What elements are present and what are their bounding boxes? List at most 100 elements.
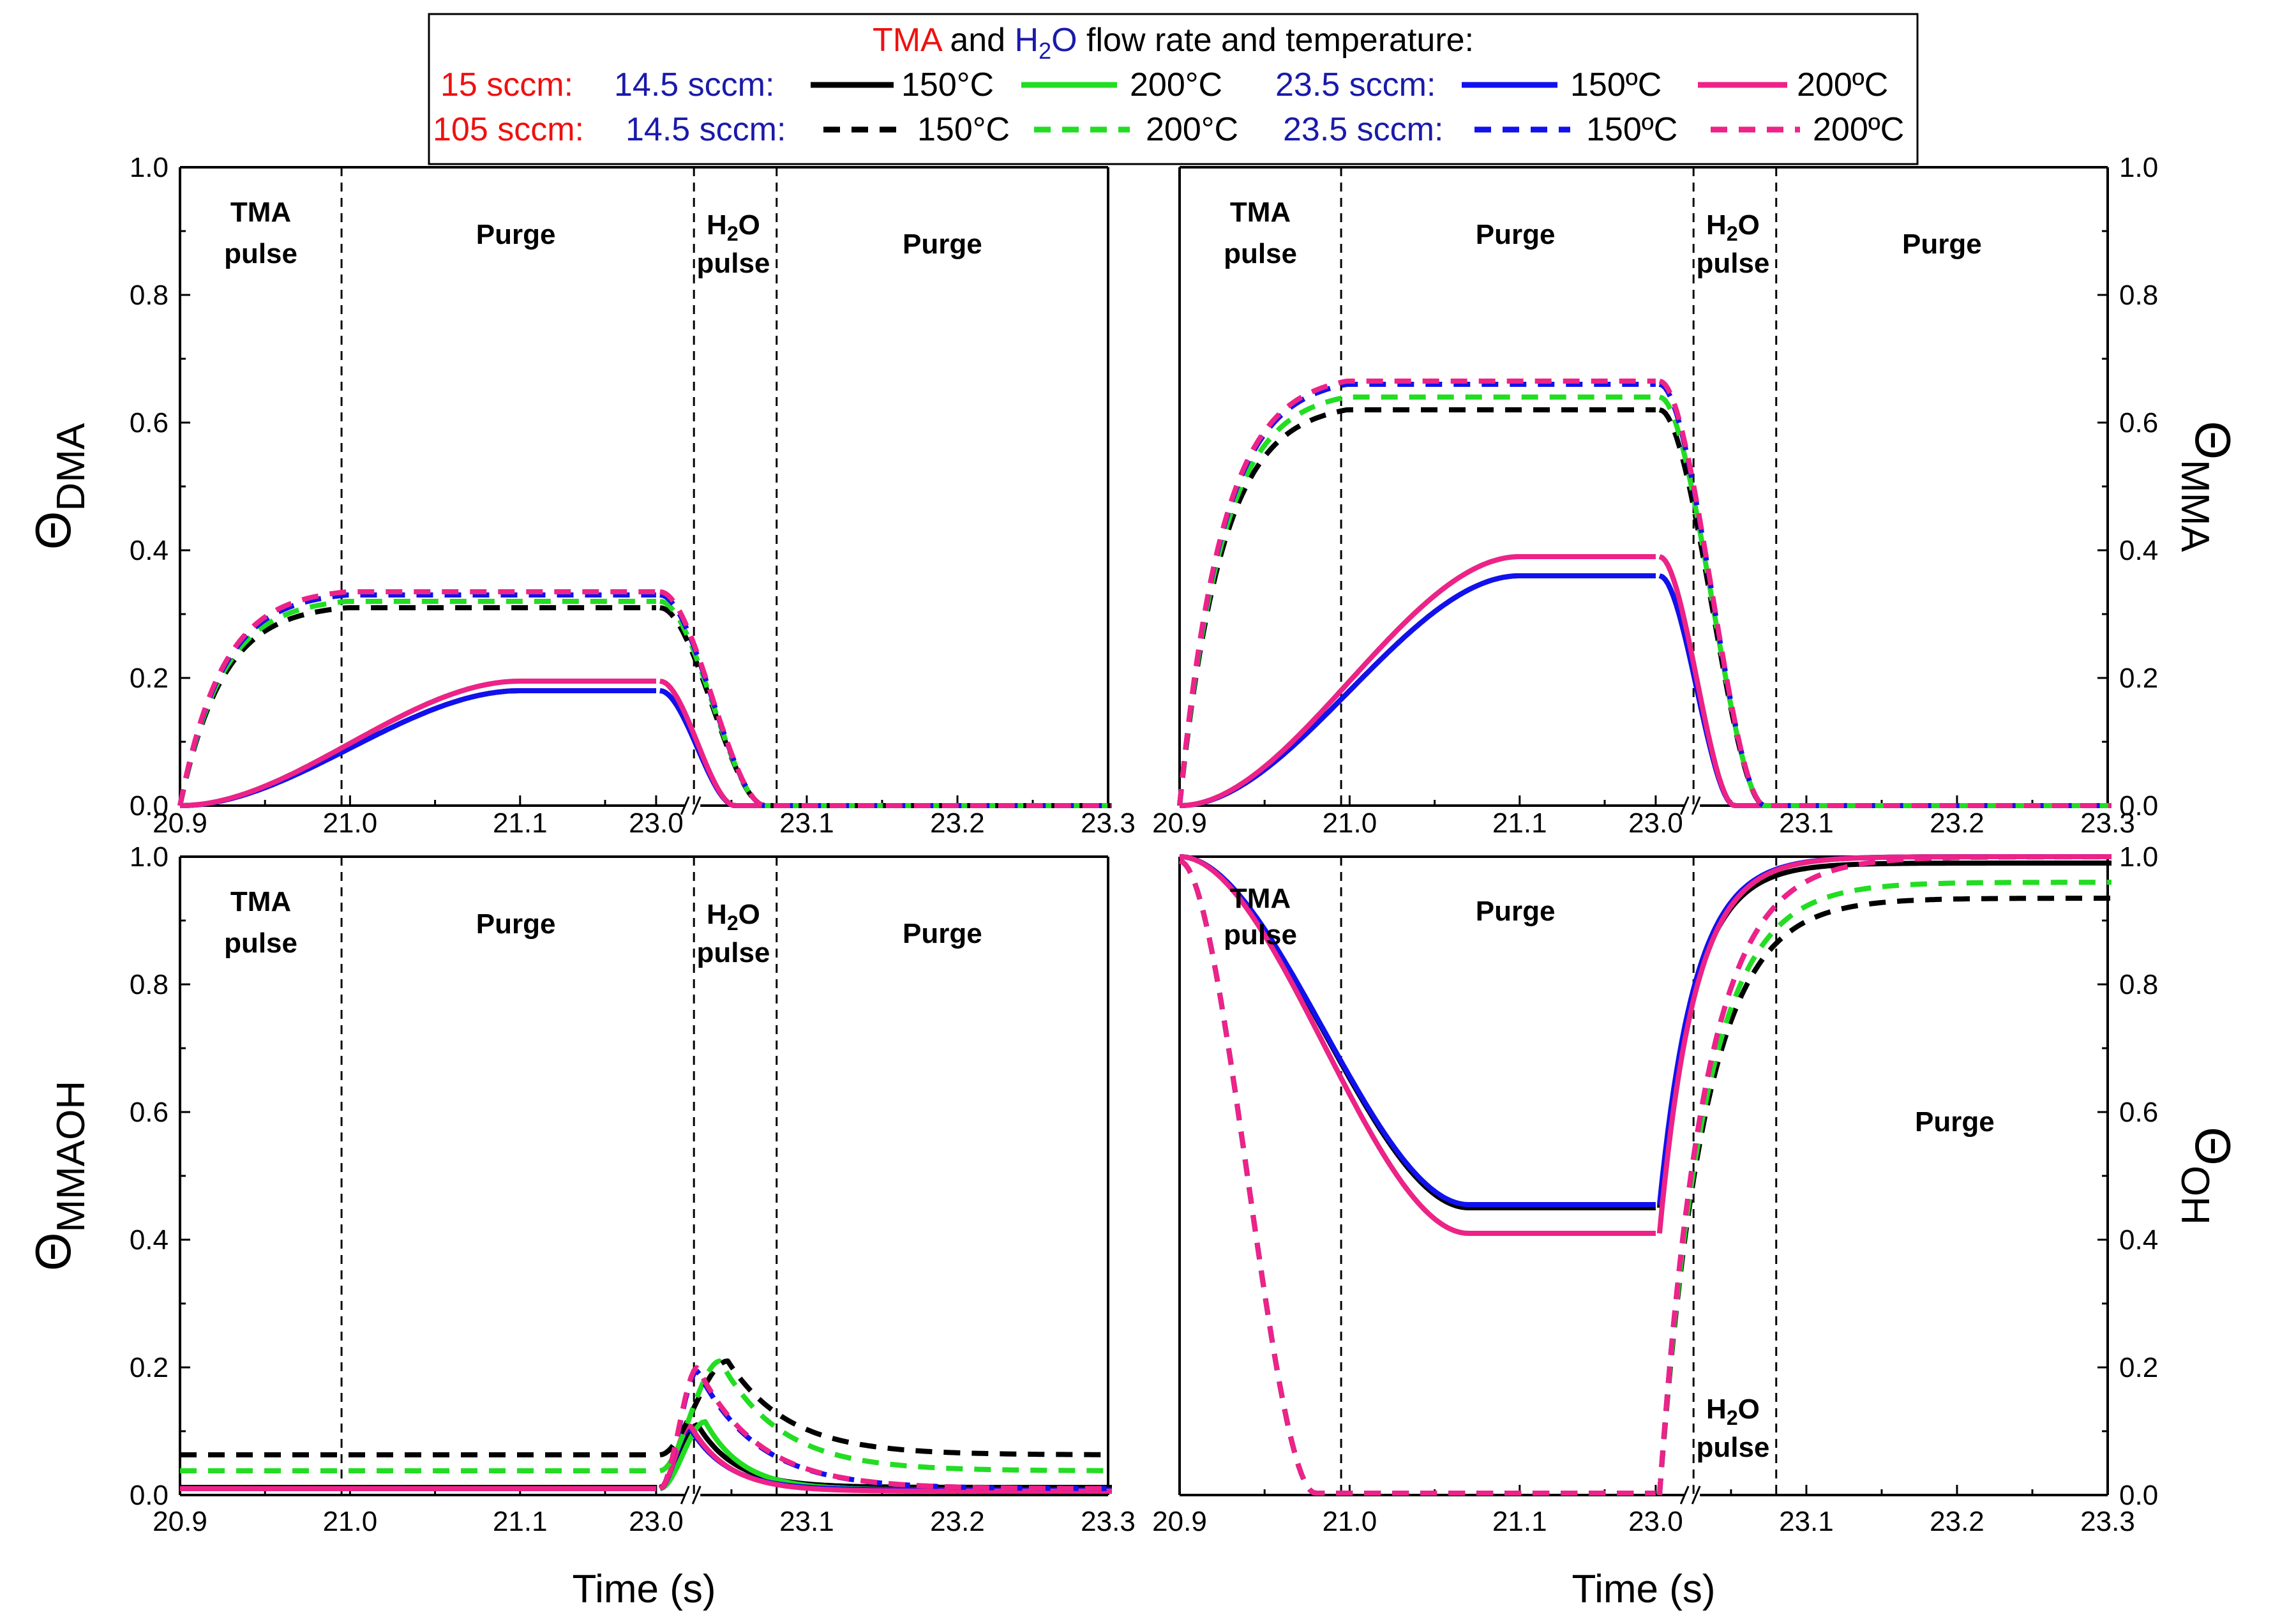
series-line-c150_low-dashed xyxy=(1656,896,2112,1496)
series-line-c150_low-dashed xyxy=(659,605,1112,808)
axis-break-mark xyxy=(680,1485,690,1505)
phase-label-purge: Purge xyxy=(476,908,556,940)
series-line-c200_low-dashed xyxy=(177,599,656,806)
y-tick-label: 0.8 xyxy=(130,969,169,1000)
x-tick-label: 20.9 xyxy=(1152,1506,1207,1537)
x-axis-title: Time (s) xyxy=(573,1567,716,1611)
phase-label-purge: Purge xyxy=(1476,896,1556,927)
series-line-c150_low-dashed xyxy=(1658,407,2112,808)
y-tick-label: 0.4 xyxy=(130,535,169,566)
phase-label-h2o: H2O xyxy=(1706,1394,1760,1429)
phase-label-tma: TMA xyxy=(1230,883,1291,914)
y-tick-label: 1.0 xyxy=(130,841,169,873)
axis-break-mark xyxy=(691,1485,701,1505)
phase-label-purge: Purge xyxy=(1902,229,1982,260)
phase-label-purge: Purge xyxy=(1915,1106,1995,1138)
legend-temp: 150ºC xyxy=(1586,111,1677,148)
legend-temp: 150ºC xyxy=(1570,66,1662,103)
y-tick-label: 0.6 xyxy=(2119,407,2158,439)
y-tick-label: 0.0 xyxy=(130,790,169,822)
series-line-c200_high-dashed xyxy=(177,589,656,806)
series-line-c150_low-dashed xyxy=(1177,407,1656,806)
x-tick-label: 21.1 xyxy=(493,808,548,839)
x-tick-label: 23.1 xyxy=(779,808,834,839)
series-line-c200_high-solid xyxy=(658,1423,1112,1494)
x-tick-label: 23.2 xyxy=(930,808,985,839)
legend-temp: 200ºC xyxy=(1797,66,1888,103)
x-tick-label: 23.1 xyxy=(779,1506,834,1537)
series-line-c200_low-dashed xyxy=(1656,880,2112,1496)
x-tick-label: 23.0 xyxy=(629,808,684,839)
y-tick-label: 0.0 xyxy=(130,1480,169,1511)
x-tick-label: 23.0 xyxy=(1628,1506,1683,1537)
series-line-c150_high-dashed xyxy=(659,592,1112,808)
x-tick-label: 20.9 xyxy=(1152,808,1207,839)
phase-label-h2o: H2O xyxy=(1706,209,1760,245)
phase-label-h2o: H2O xyxy=(707,899,760,935)
y-axis-title-mma: ΘMMA xyxy=(2173,421,2241,552)
phase-label-tma: TMA xyxy=(1230,197,1291,228)
series-line-c200_high-dashed xyxy=(1178,859,1656,1496)
x-tick-label: 20.9 xyxy=(153,808,207,839)
x-tick-label: 21.1 xyxy=(1492,808,1547,839)
legend-temp: 150°C xyxy=(901,66,994,103)
x-tick-label: 23.3 xyxy=(2080,808,2135,839)
legend-row-2: 105 sccm: 14.5 sccm: 23.5 sccm: 150°C 200°C 1… xyxy=(433,111,1904,148)
legend-frame xyxy=(428,13,1919,165)
x-tick-label: 21.0 xyxy=(1323,1506,1377,1537)
y-axis-title-mmaoh: ΘMMAOH xyxy=(25,1081,93,1271)
y-tick-label: 0.8 xyxy=(2119,969,2158,1000)
y-tick-label: 0.0 xyxy=(2119,1480,2158,1511)
x-tick-label: 23.1 xyxy=(1779,1506,1834,1537)
phase-label-tma-pulse: pulse xyxy=(224,928,297,959)
panel-mma: 0.0 0.2 0.4 0.6 0.8 1.0 20.9 21.0 21.1 23.0 23.1 23… xyxy=(1152,152,2241,839)
series-line-c200_low-dashed xyxy=(1177,395,1656,806)
phase-label-purge: Purge xyxy=(1476,219,1556,250)
legend-h2o-rate-a: 14.5 sccm: xyxy=(626,111,786,148)
legend-temp: 200°C xyxy=(1146,111,1238,148)
x-tick-label: 21.0 xyxy=(1323,808,1377,839)
legend-tma-rate: 15 sccm: xyxy=(440,66,573,103)
series-line-c150_high-dashed xyxy=(1656,854,2112,1496)
axis-break-mark xyxy=(1679,796,1690,815)
legend-h2o-rate-b: 23.5 sccm: xyxy=(1275,66,1436,103)
series-line-c200_high-dashed xyxy=(1656,854,2112,1496)
x-tick-label: 23.2 xyxy=(930,1506,985,1537)
axis-break-mark xyxy=(680,796,690,815)
x-tick-label: 21.1 xyxy=(1492,1506,1547,1537)
series-line-c200_low-dashed xyxy=(659,1358,1112,1473)
series-line-c200_high-dashed xyxy=(659,589,1112,808)
y-tick-label: 0.4 xyxy=(2119,1224,2158,1256)
y-tick-label: 0.6 xyxy=(130,1097,169,1128)
x-tick-label: 21.0 xyxy=(323,808,378,839)
legend-temp: 200ºC xyxy=(1813,111,1904,148)
phase-label-h2o-pulse: pulse xyxy=(1696,1432,1769,1463)
series-line-c150_low-dashed xyxy=(659,1358,1112,1457)
series-line-c150_high-dashed xyxy=(1177,382,1656,806)
y-tick-label: 1.0 xyxy=(2119,152,2158,183)
phase-label-purge: Purge xyxy=(476,219,556,250)
y-tick-label: 0.0 xyxy=(2119,790,2158,822)
x-tick-label: 23.2 xyxy=(1930,1506,1984,1537)
axis-break-mark xyxy=(1679,1485,1690,1505)
series-line-c150_low-dashed xyxy=(177,605,656,806)
legend-tma-rate: 105 sccm: xyxy=(433,111,584,148)
phase-label-h2o-pulse: pulse xyxy=(1696,248,1769,279)
y-tick-label: 0.6 xyxy=(2119,1097,2158,1128)
legend-row-1: 15 sccm: 14.5 sccm: 23.5 sccm: 150°C 200°C 15… xyxy=(440,66,1888,103)
axis-break-mark xyxy=(691,796,701,815)
x-tick-label: 23.3 xyxy=(1081,808,1136,839)
axis-break-mark xyxy=(1691,1485,1701,1505)
y-tick-label: 0.2 xyxy=(130,1352,169,1383)
series-line-c200_low-dashed xyxy=(659,599,1112,808)
x-tick-label: 23.0 xyxy=(1628,808,1683,839)
x-tick-label: 23.3 xyxy=(2080,1506,2135,1537)
phase-label-h2o-pulse: pulse xyxy=(696,937,770,968)
y-tick-label: 0.8 xyxy=(130,280,169,311)
series-line-c150_high-dashed xyxy=(177,592,656,806)
axis-break-mark xyxy=(1691,796,1701,815)
series-line-c200_high-dashed xyxy=(1177,379,1656,806)
series-line-c150_high-solid xyxy=(1179,854,1656,1207)
series-line-c150_high-dashed xyxy=(1658,382,2112,808)
